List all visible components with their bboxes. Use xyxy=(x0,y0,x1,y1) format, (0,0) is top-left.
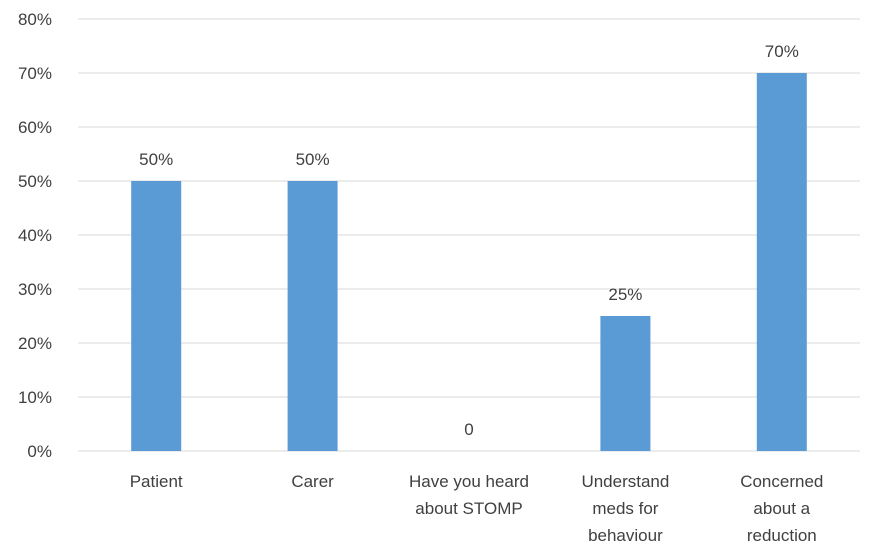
data-label: 50% xyxy=(296,150,330,169)
y-tick-label: 70% xyxy=(18,64,52,83)
bar xyxy=(287,181,338,451)
data-labels: 50% 50% 0 25% 70% xyxy=(139,42,799,439)
x-tick-label: about STOMP xyxy=(415,499,522,518)
x-tick-label: reduction xyxy=(747,526,817,545)
y-tick-label: 80% xyxy=(18,10,52,29)
y-tick-label: 0% xyxy=(27,442,52,461)
x-tick-label: Patient xyxy=(130,472,183,491)
y-tick-label: 50% xyxy=(18,172,52,191)
y-tick-label: 30% xyxy=(18,280,52,299)
x-tick-label: Have you heard xyxy=(409,472,529,491)
x-tick-label: Understand xyxy=(581,472,669,491)
data-label: 70% xyxy=(765,42,799,61)
y-tick-label: 10% xyxy=(18,388,52,407)
y-tick-label: 20% xyxy=(18,334,52,353)
data-label: 50% xyxy=(139,150,173,169)
gridlines xyxy=(78,18,860,452)
bars xyxy=(131,73,807,451)
x-tick-label: Carer xyxy=(291,472,334,491)
x-tick-label: Concerned xyxy=(740,472,823,491)
x-tick-label: meds for xyxy=(592,499,658,518)
y-tick-label: 40% xyxy=(18,226,52,245)
data-label: 0 xyxy=(464,420,473,439)
y-axis-ticks: 0% 10% 20% 30% 40% 50% 60% 70% 80% xyxy=(18,10,52,461)
bar xyxy=(600,316,651,451)
x-axis-ticks: Patient Carer Have you heard about STOMP Und… xyxy=(130,472,824,545)
y-tick-label: 60% xyxy=(18,118,52,137)
x-tick-label: behaviour xyxy=(588,526,663,545)
x-tick-label: about a xyxy=(753,499,810,518)
bar xyxy=(131,181,182,451)
bar xyxy=(756,73,807,451)
data-label: 25% xyxy=(608,285,642,304)
